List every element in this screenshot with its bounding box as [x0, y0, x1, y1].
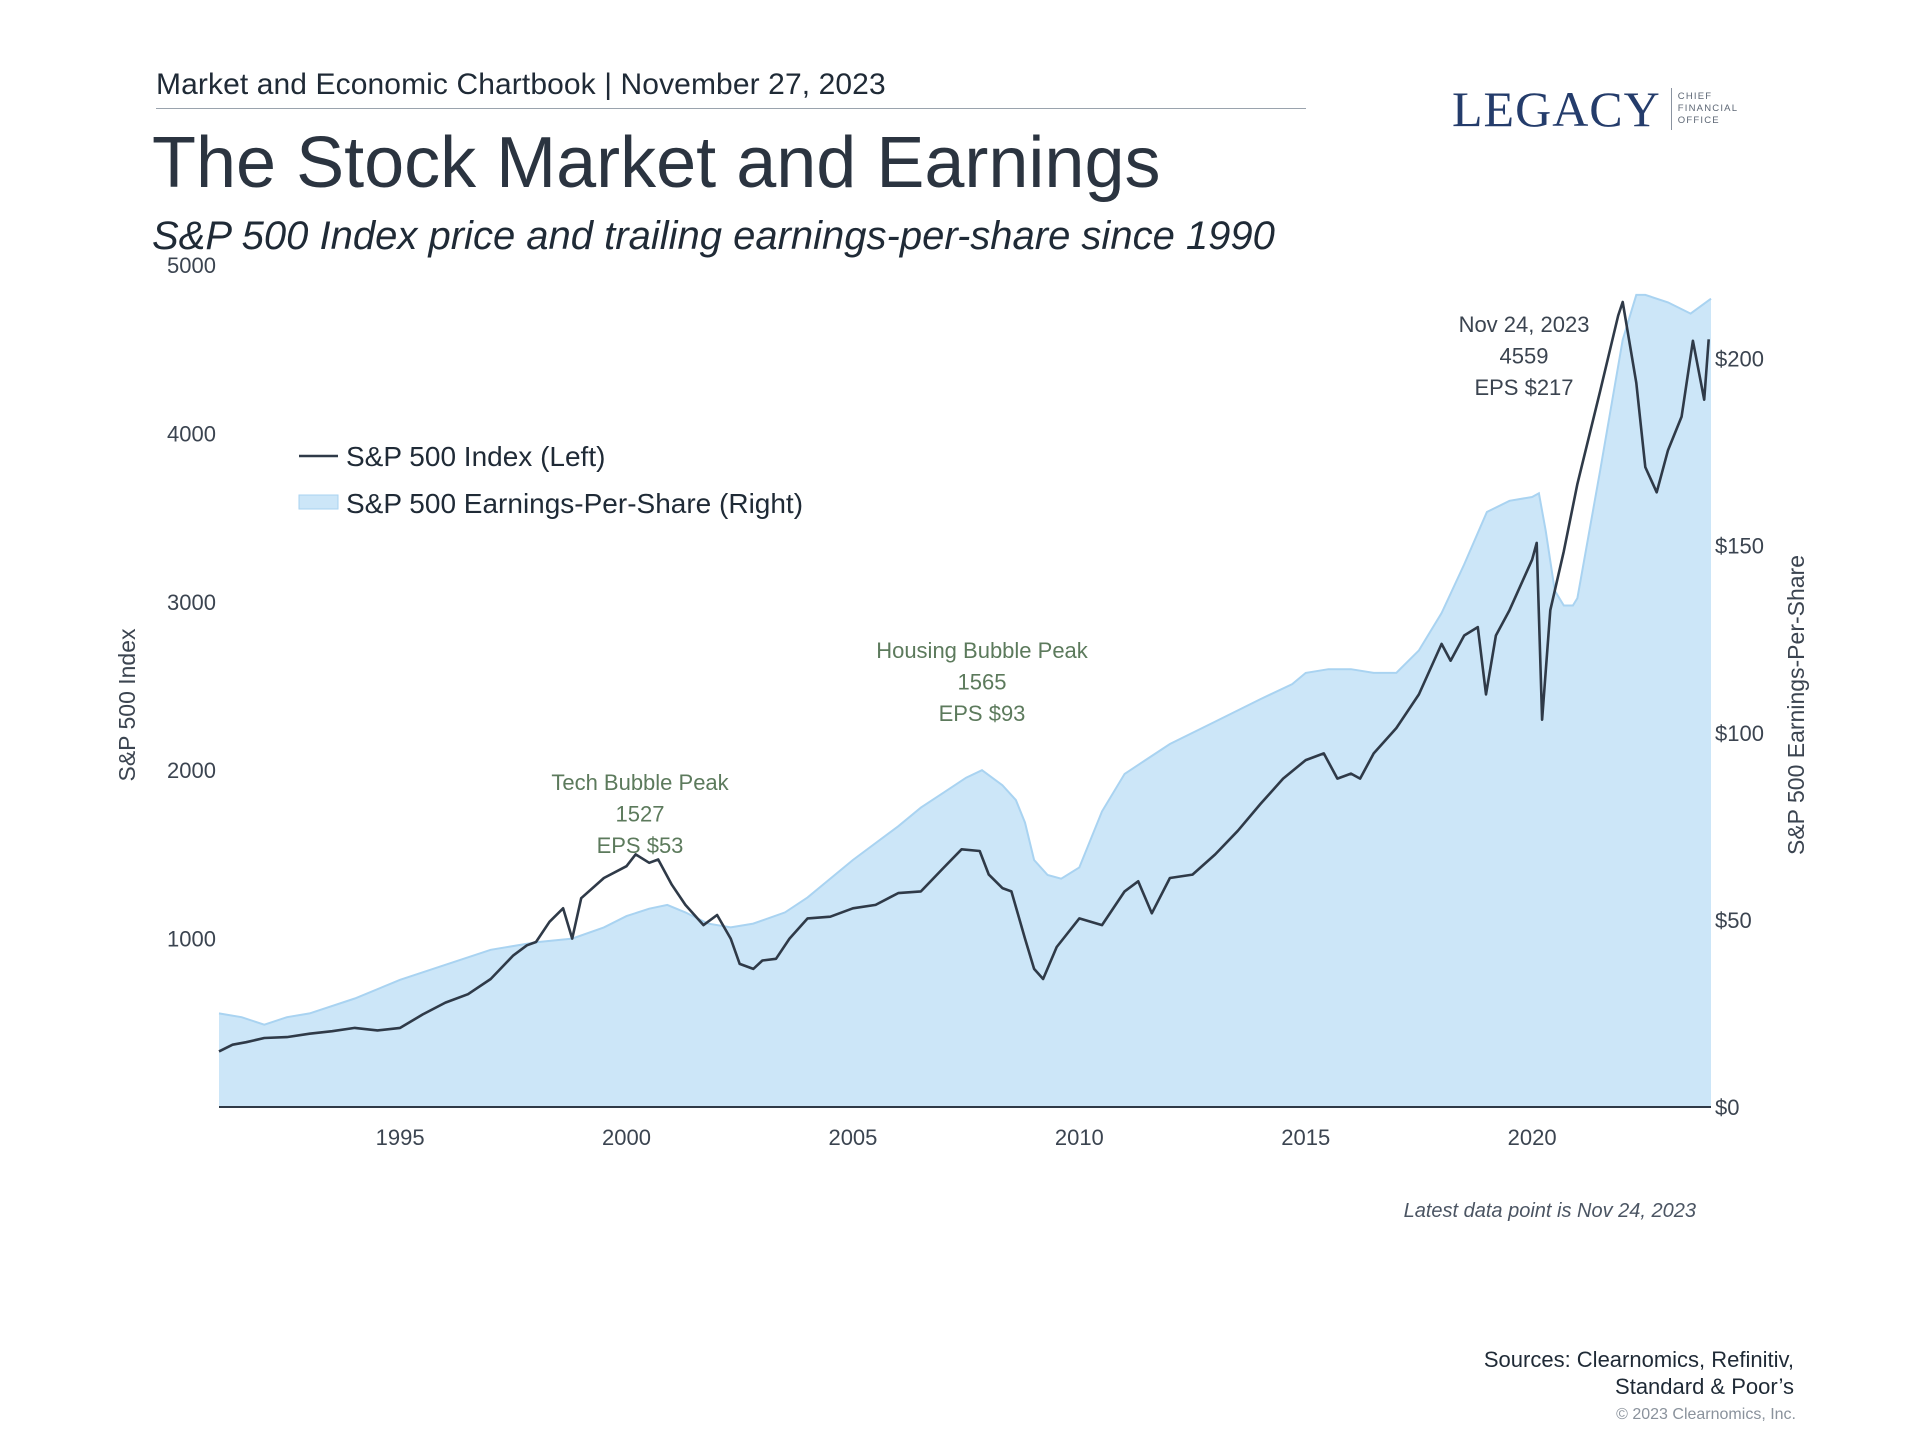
annotation-text: 1527 — [616, 802, 665, 827]
y-right-tick-label: $100 — [1715, 721, 1764, 746]
annotation-text: Tech Bubble Peak — [551, 770, 729, 795]
y-left-tick-label: 4000 — [167, 421, 216, 446]
chart-annotation: Nov 24, 2023 4559 EPS $217 — [1459, 312, 1590, 400]
annotation-text: Housing Bubble Peak — [876, 638, 1089, 663]
legend-area-swatch — [298, 494, 339, 510]
legend-label: S&P 500 Earnings-Per-Share (Right) — [346, 488, 803, 519]
eps-area-layer — [218, 293, 1712, 1107]
index-line-layer — [218, 300, 1710, 1053]
legend-label: S&P 500 Index (Left) — [346, 441, 605, 472]
annotation-text: 1565 — [958, 670, 1007, 695]
chartbook-header: Market and Economic Chartbook | November… — [156, 68, 886, 101]
logo-divider — [1670, 88, 1672, 130]
annotations-layer: Tech Bubble Peak 1527 EPS $53 Housing Bubbl… — [551, 312, 1589, 858]
annotation-text: 4559 — [1500, 344, 1549, 369]
y-right-tick-label: $50 — [1715, 908, 1752, 933]
y-right-tick-label: $0 — [1715, 1095, 1739, 1120]
page-subtitle: S&P 500 Index price and trailing earning… — [152, 214, 1275, 258]
annotation-text: EPS $53 — [597, 833, 684, 858]
x-tick-label: 2020 — [1508, 1125, 1557, 1150]
logo-wordmark: LEGACY — [1452, 81, 1661, 137]
annotation-text: Nov 24, 2023 — [1459, 312, 1590, 337]
sources-note: Sources: Clearnomics, Refinitiv, Standar… — [1484, 1346, 1794, 1400]
chart-annotation: Housing Bubble Peak 1565 EPS $93 — [876, 638, 1089, 726]
eps-area-edge — [218, 293, 1712, 1026]
logo-tag-line: OFFICE — [1677, 115, 1720, 126]
logo-tagline: CHIEF FINANCIAL OFFICE — [1678, 91, 1738, 127]
header-divider — [156, 108, 1306, 109]
logo-tag-line: CHIEF — [1677, 91, 1713, 102]
sources-line: Standard & Poor’s — [1615, 1374, 1794, 1399]
y-left-tick-label: 5000 — [167, 253, 216, 278]
chart-legend: S&P 500 Index (Left) S&P 500 Earnings-Per… — [298, 441, 803, 519]
chart-annotation: Tech Bubble Peak 1527 EPS $53 — [551, 770, 729, 858]
x-tick-label: 2000 — [602, 1125, 651, 1150]
y-right-axis-title: S&P 500 Earnings-Per-Share — [1783, 555, 1809, 855]
y-left-tick-label: 1000 — [167, 927, 216, 952]
page-title: The Stock Market and Earnings — [152, 123, 1161, 203]
legacy-logo: LEGACY CHIEF FINANCIAL OFFICE — [1452, 84, 1738, 134]
y-left-tick-label: 3000 — [167, 590, 216, 615]
latest-data-note: Latest data point is Nov 24, 2023 — [1403, 1200, 1696, 1222]
logo-tag-line: FINANCIAL — [1677, 103, 1739, 114]
annotation-text: EPS $93 — [939, 701, 1026, 726]
sp500-index-line — [218, 300, 1710, 1053]
eps-area — [219, 294, 1711, 1107]
y-left-axis-title: S&P 500 Index — [114, 628, 140, 782]
copyright: © 2023 Clearnomics, Inc. — [1616, 1406, 1796, 1423]
x-tick-label: 2005 — [828, 1125, 877, 1150]
x-tick-label: 1995 — [376, 1125, 425, 1150]
sources-line: Sources: Clearnomics, Refinitiv, — [1483, 1347, 1794, 1372]
x-tick-label: 2015 — [1281, 1125, 1330, 1150]
y-right-tick-label: $200 — [1715, 347, 1764, 372]
y-right-tick-label: $150 — [1715, 534, 1764, 559]
x-tick-label: 2010 — [1055, 1125, 1104, 1150]
annotation-text: EPS $217 — [1474, 375, 1573, 400]
axes-layer: 1995 2000 2005 2010 2015 2020 1000 2000 3000 4000… — [114, 253, 1809, 1150]
y-left-tick-label: 2000 — [167, 758, 216, 783]
